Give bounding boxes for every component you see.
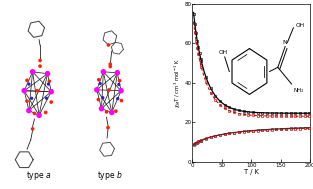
Circle shape [115, 71, 119, 75]
Circle shape [50, 101, 52, 103]
Y-axis label: $\chi_{M}T$ / cm$^{3}$ mol$^{-1}$ K: $\chi_{M}T$ / cm$^{3}$ mol$^{-1}$ K [173, 58, 183, 108]
Circle shape [117, 98, 119, 100]
Circle shape [39, 59, 41, 62]
Circle shape [37, 113, 41, 117]
Circle shape [105, 111, 108, 113]
Circle shape [101, 70, 105, 74]
Circle shape [115, 110, 117, 112]
Circle shape [44, 111, 47, 114]
Circle shape [36, 90, 38, 92]
Circle shape [31, 70, 35, 74]
Circle shape [119, 89, 123, 93]
Circle shape [49, 90, 53, 94]
Circle shape [45, 72, 49, 76]
Circle shape [97, 98, 100, 101]
Circle shape [102, 97, 104, 99]
Circle shape [118, 84, 120, 85]
Circle shape [107, 126, 109, 129]
Circle shape [39, 65, 41, 67]
Circle shape [33, 112, 36, 115]
Text: type $b$: type $b$ [97, 169, 123, 182]
Circle shape [120, 99, 123, 102]
Circle shape [28, 83, 30, 85]
X-axis label: T / K: T / K [244, 169, 259, 175]
Circle shape [110, 110, 114, 115]
Circle shape [108, 89, 110, 91]
Circle shape [31, 97, 33, 99]
Circle shape [98, 79, 100, 81]
Circle shape [48, 83, 49, 85]
Circle shape [95, 88, 99, 92]
Circle shape [32, 128, 34, 130]
Circle shape [22, 89, 26, 93]
Circle shape [26, 79, 28, 81]
Circle shape [118, 80, 121, 82]
Circle shape [46, 97, 48, 99]
Circle shape [107, 44, 110, 46]
Circle shape [99, 83, 101, 84]
Circle shape [100, 107, 104, 111]
Circle shape [109, 65, 111, 68]
Text: type $a$: type $a$ [26, 169, 52, 182]
Circle shape [26, 100, 28, 102]
Circle shape [48, 80, 50, 82]
Circle shape [27, 108, 31, 113]
Circle shape [109, 63, 111, 65]
